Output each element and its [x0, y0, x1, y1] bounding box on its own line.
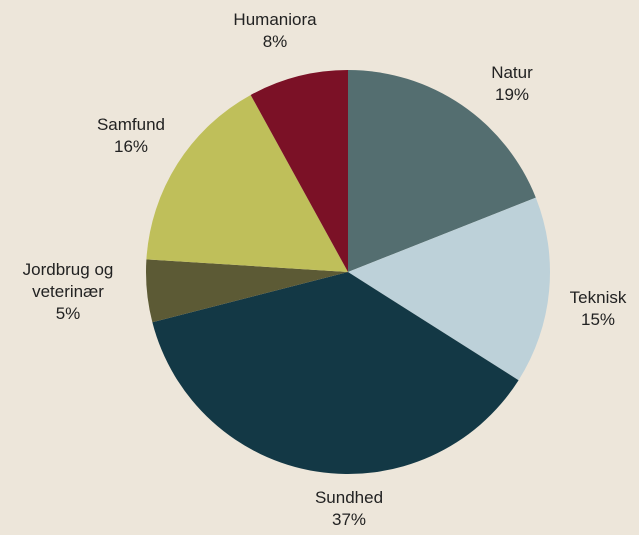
slice-label: Natur 19%: [462, 62, 562, 106]
pie-slice: [146, 94, 348, 272]
value-label: 5%: [55, 304, 81, 323]
slice-label: Samfund 16%: [81, 114, 181, 158]
category-label: Teknisk: [569, 288, 627, 307]
pie-slice: [250, 70, 348, 272]
pie-slice: [348, 70, 536, 272]
value-label: 16%: [113, 137, 149, 156]
value-label: 19%: [494, 85, 530, 104]
value-label: 15%: [580, 310, 616, 329]
pie-slice: [152, 272, 519, 475]
pie-slice: [146, 259, 348, 323]
slice-label: Jordbrug og veterinær 5%: [8, 259, 128, 325]
category-label: Humaniora: [233, 10, 317, 29]
category-label: Natur: [491, 63, 533, 82]
slice-label: Teknisk 15%: [548, 287, 639, 331]
value-label: 8%: [262, 32, 288, 51]
slice-label: Sundhed 37%: [299, 487, 399, 531]
category-label: Sundhed: [314, 488, 384, 507]
category-label: Samfund: [96, 115, 166, 134]
category-label: Jordbrug og veterinær: [22, 260, 114, 301]
pie-slice: [348, 197, 551, 381]
slice-label: Humaniora 8%: [220, 9, 330, 53]
value-label: 37%: [331, 510, 367, 529]
